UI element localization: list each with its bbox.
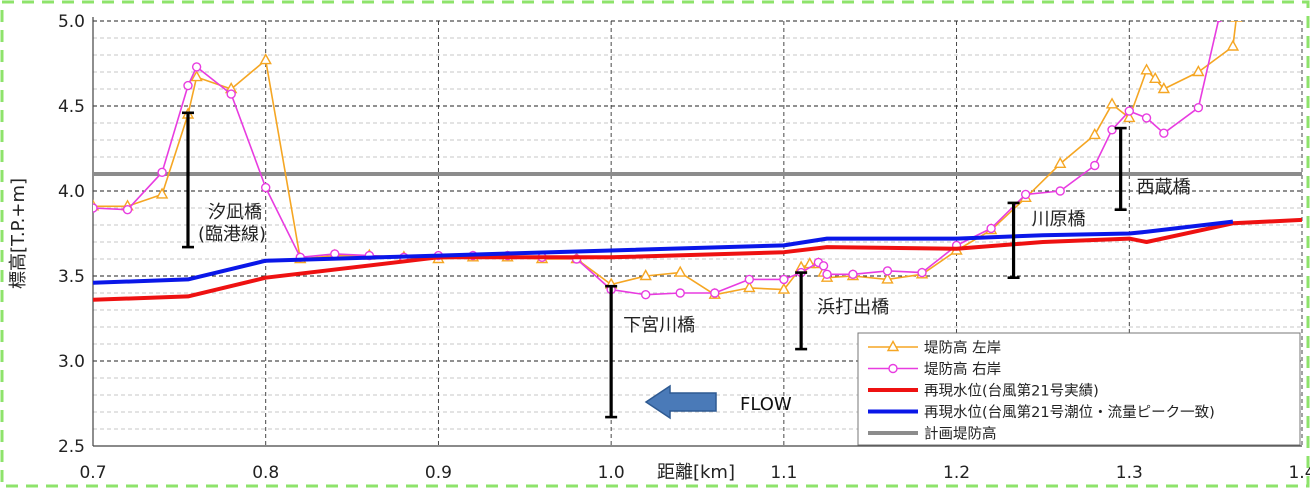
- left-bank-point: [1123, 110, 1136, 123]
- right-bank-point: [882, 266, 893, 276]
- left-bank-point: [881, 272, 894, 284]
- right-bank-point: [261, 182, 271, 193]
- x-tick-label: 1.0: [598, 463, 625, 483]
- right-bank-point: [986, 223, 996, 234]
- right-bank-point: [1159, 128, 1169, 138]
- x-tick-label: 1.2: [943, 463, 970, 483]
- flow-arrow-icon: [644, 384, 717, 420]
- right-bank-point: [183, 80, 193, 91]
- x-tick-label: 1.3: [1116, 463, 1143, 483]
- x-tick-label: 0.7: [79, 463, 106, 483]
- right-bank-point: [744, 274, 755, 285]
- left-bank-point: [259, 53, 272, 65]
- left-bank-point: [1054, 156, 1067, 169]
- axes: 2.5 3.0 3.5 4.0 4.5 5.0 0.7 0.8 0.9 1.0 1.1 1.2 1.3 1…: [8, 12, 1310, 483]
- legend-label: 再現水位(台風第21号潮位・流量ピーク一致): [924, 403, 1215, 421]
- right-bank-point: [675, 288, 685, 298]
- right-bank-point: [710, 288, 720, 298]
- right-bank-point: [1020, 189, 1031, 200]
- right-bank-point: [191, 62, 202, 72]
- left-bank-point: [1140, 63, 1153, 75]
- right-bank-point: [640, 290, 651, 300]
- y-tick-label: 3.5: [58, 267, 85, 287]
- left-bank-point: [743, 280, 756, 293]
- right-bank-point: [1107, 125, 1117, 135]
- y-tick-label: 4.0: [58, 182, 85, 202]
- bridge-label: 浜打出橋: [817, 297, 889, 318]
- series-clip-group: [93, 21, 1302, 302]
- y-tick-label: 4.5: [58, 97, 85, 117]
- right-bank-point: [1124, 106, 1134, 116]
- right-bank-point: [1193, 102, 1204, 113]
- x-tick-label: 1.4: [1288, 463, 1310, 483]
- legend-label: 計画堤防高: [924, 426, 997, 443]
- series-line-3: [93, 219, 1234, 285]
- legend-marker-triangle: [886, 340, 900, 352]
- bridge-label: 川原橋: [1032, 209, 1086, 230]
- right-bank-point: [1215, 21, 1223, 23]
- right-bank-point: [822, 269, 832, 279]
- series-layer: [93, 21, 1302, 302]
- left-bank-point: [1157, 82, 1171, 94]
- bridge-label: 西蔵橋: [1137, 177, 1191, 198]
- series-line-2: [93, 217, 1302, 302]
- left-bank-point: [674, 265, 687, 277]
- legend-marker-circle: [888, 363, 898, 374]
- x-tick-label: 0.8: [252, 463, 279, 483]
- y-axis-title: 標高[T.P.+m]: [8, 178, 29, 289]
- flow-label: FLOW: [740, 394, 792, 415]
- right-bank-point: [1090, 160, 1100, 171]
- y-tick-label: 3.0: [58, 352, 85, 372]
- right-bank-point: [226, 89, 236, 99]
- right-bank-point: [917, 267, 927, 278]
- left-bank-point: [1149, 71, 1162, 84]
- right-bank-point: [93, 203, 98, 213]
- left-bank-point: [1226, 39, 1240, 51]
- x-tick-label: 0.9: [425, 463, 452, 483]
- legend-label: 堤防高 左岸: [924, 340, 1001, 357]
- left-bank-point: [190, 70, 203, 82]
- left-bank-point: [1192, 65, 1205, 77]
- left-bank-point: [155, 187, 169, 199]
- bridge-label: 下宮川橋: [623, 315, 695, 336]
- legend-box: [857, 332, 1301, 446]
- right-bank-point: [1141, 113, 1152, 123]
- x-axis-title: 距離[km]: [657, 462, 735, 483]
- x-tick-label: 1.1: [770, 463, 797, 483]
- left-bank-point: [1230, 21, 1243, 22]
- right-bank-point: [818, 261, 829, 271]
- series-line-1: [93, 21, 1220, 296]
- right-bank-point: [157, 167, 167, 178]
- y-tick-label: 5.0: [58, 12, 85, 32]
- right-bank-point: [848, 269, 858, 279]
- y-tick-label: 2.5: [58, 437, 85, 457]
- left-bank-point: [777, 282, 791, 294]
- legend-label: 堤防高 右岸: [924, 361, 1001, 378]
- left-bank-point: [1105, 97, 1119, 109]
- legend-label: 再現水位(台風第21号実績): [924, 382, 1099, 400]
- left-bank-point: [639, 269, 652, 281]
- right-bank-point: [779, 274, 789, 285]
- bridge-label: 汐凪橋(臨港線): [198, 202, 266, 245]
- right-bank-point: [122, 204, 133, 215]
- left-bank-point: [1088, 127, 1101, 140]
- bridge-annotations: 汐凪橋(臨港線) 下宮川橋 浜打出橋 川原橋 西蔵橋 FLOW: [181, 111, 1191, 420]
- right-bank-point: [1055, 186, 1065, 196]
